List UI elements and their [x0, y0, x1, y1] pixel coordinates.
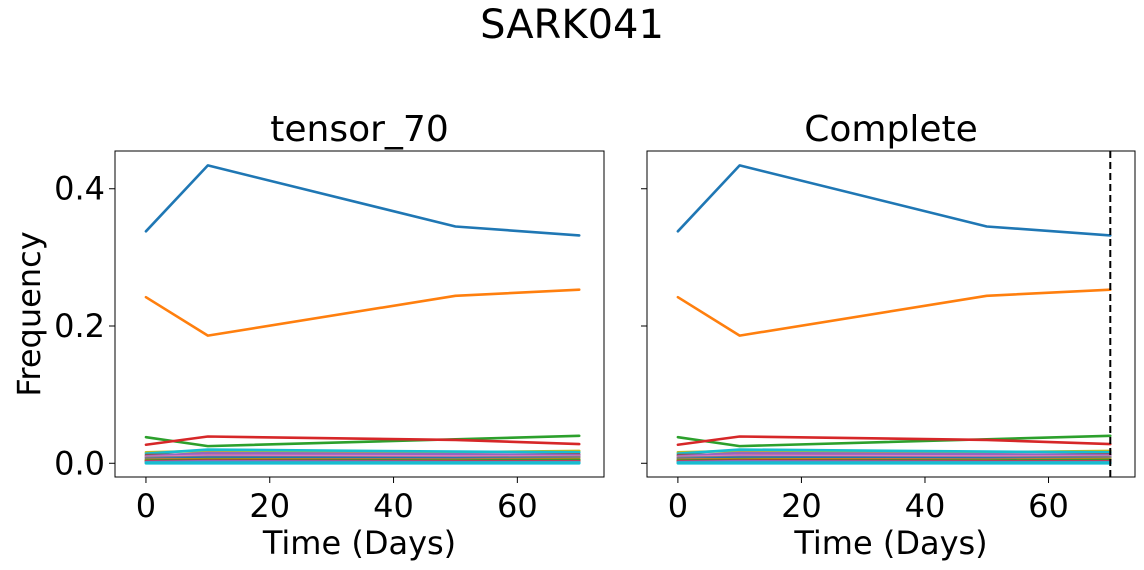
series-group: [144, 164, 581, 465]
y-axis-label: Frequency: [10, 231, 48, 396]
series-line-1: [144, 164, 581, 237]
x-tick-label: 40: [905, 487, 946, 525]
x-tick-label: 20: [249, 487, 290, 525]
series-line-8: [676, 451, 1112, 458]
subplot-tensor-70: 0 20 40 60 0.0 0.2 0.4 tensor_70 Time (Days) Freq…: [10, 109, 605, 562]
series-line-2: [144, 288, 581, 337]
series-line-4: [144, 435, 581, 447]
series-line-4: [676, 435, 1112, 447]
subplot-complete: 0 20 40 60 Complete Time (Days): [641, 109, 1136, 562]
x-axis-label: Time (Days): [793, 524, 987, 562]
series-line-2: [676, 288, 1112, 337]
axes-frame: [114, 150, 605, 478]
series-line-1: [676, 164, 1112, 237]
y-tick-label: 0.2: [54, 307, 105, 345]
x-tick-label: 40: [373, 487, 414, 525]
x-tick-label: 0: [136, 487, 156, 525]
subplot-title: Complete: [804, 109, 978, 150]
figure-title: SARK041: [480, 2, 664, 48]
x-tick-label: 60: [497, 487, 538, 525]
series-line-6: [676, 448, 1112, 455]
x-tick-label: 0: [668, 487, 688, 525]
x-tick-label: 60: [1028, 487, 1069, 525]
axes-frame: [646, 150, 1136, 478]
subplot-title: tensor_70: [270, 109, 448, 150]
series-line-8: [144, 451, 581, 458]
x-axis-label: Time (Days): [262, 524, 456, 562]
y-tick-label: 0.0: [54, 444, 105, 482]
x-tick-label: 20: [781, 487, 822, 525]
series-line-6: [144, 448, 581, 455]
series-group: [676, 164, 1112, 465]
y-tick-label: 0.4: [54, 170, 105, 208]
